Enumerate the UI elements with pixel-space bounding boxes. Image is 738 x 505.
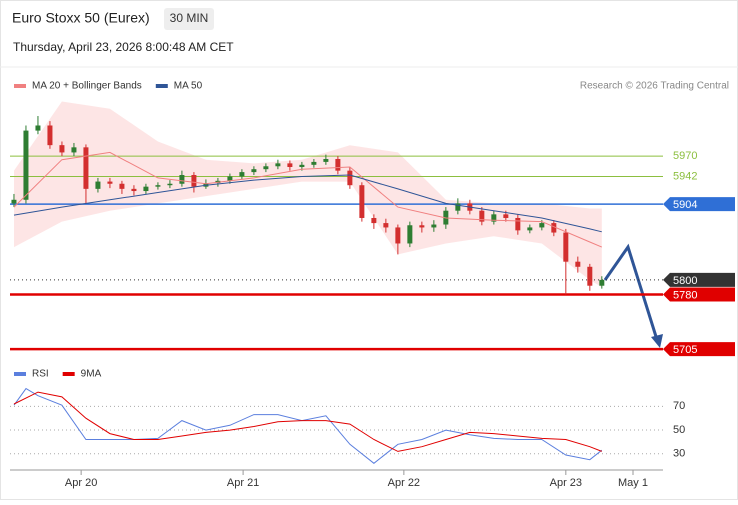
candle-body <box>95 181 101 189</box>
candle-body <box>155 185 161 187</box>
candle-body <box>551 223 557 233</box>
legend-label: MA 50 <box>174 81 203 92</box>
level-label-box <box>663 272 735 287</box>
timeframe-badge <box>164 8 214 30</box>
x-tick-label: Apr 20 <box>65 477 97 489</box>
candle-body <box>419 225 425 228</box>
candle-body <box>299 164 305 168</box>
arrow-head <box>651 334 663 348</box>
forecast-arrow <box>603 243 660 344</box>
datetime: Thursday, April 23, 2026 8:00:48 AM CET <box>13 40 234 54</box>
x-tick-label: Apr 21 <box>227 477 259 489</box>
candle-body <box>479 210 485 222</box>
candle-body <box>11 199 17 204</box>
candle-body <box>563 232 569 262</box>
x-tick-label: May 1 <box>618 477 648 489</box>
source: Research © 2026 Trading Central <box>580 81 729 92</box>
candle-body <box>491 214 497 222</box>
candle-body <box>131 188 137 192</box>
level-label: 5780 <box>673 289 697 301</box>
level-label: 5904 <box>673 199 697 211</box>
candle-body <box>395 227 401 244</box>
candle-body <box>83 147 89 189</box>
legend-label: MA 20 + Bollinger Bands <box>32 81 142 92</box>
candle-body <box>71 147 77 153</box>
candle-body <box>359 185 365 218</box>
candle-body <box>431 224 437 228</box>
x-tick-label: Apr 23 <box>550 477 582 489</box>
candle-body <box>311 161 317 165</box>
level-label-box <box>663 342 735 357</box>
bollinger-band <box>14 101 602 288</box>
candle-body <box>287 163 293 168</box>
level-label: 5705 <box>673 344 697 356</box>
level-label: 5970 <box>673 150 697 162</box>
candle-body <box>383 223 389 228</box>
candle-body <box>527 227 533 231</box>
legend-swatch <box>14 372 26 376</box>
candle-body <box>599 279 605 286</box>
candle-body <box>587 266 593 286</box>
candle-body <box>227 176 233 181</box>
legend-label: 9MA <box>81 369 102 380</box>
candle-body <box>323 158 329 162</box>
y-tick-label: 50 <box>673 424 685 436</box>
candle-body <box>347 170 353 186</box>
level-label: 5942 <box>673 170 697 182</box>
indicator-line <box>13 174 602 233</box>
candle-body <box>59 145 65 153</box>
y-tick-label: 30 <box>673 448 685 460</box>
candle-body <box>191 175 197 187</box>
candle-body <box>143 186 149 192</box>
y-tick-label: 70 <box>673 400 685 412</box>
legend-swatch <box>62 372 75 376</box>
candle-body <box>119 183 125 189</box>
level-label-box <box>663 197 735 212</box>
candle-body <box>47 125 53 146</box>
candle-body <box>23 130 29 200</box>
candle-body <box>179 175 185 184</box>
x-tick-label: Apr 22 <box>388 477 420 489</box>
candle-body <box>167 183 173 186</box>
legend-swatch <box>155 84 168 88</box>
candle-body <box>455 203 461 211</box>
title: Euro Stoxx 50 (Eurex) <box>12 10 150 26</box>
candle-body <box>515 217 521 231</box>
candle-body <box>107 181 113 184</box>
indicator-line <box>13 151 602 248</box>
candle-body <box>539 223 545 228</box>
timeframe: 30 MIN <box>170 11 209 25</box>
candle-body <box>263 166 269 170</box>
candle-body <box>575 261 581 267</box>
candle-body <box>407 225 413 244</box>
candle-body <box>503 214 509 218</box>
candle-body <box>35 125 41 131</box>
candle-body <box>371 217 377 224</box>
candle-body <box>275 163 281 167</box>
rsi-line <box>13 391 602 452</box>
legend-label: RSI <box>32 369 49 380</box>
candle-body <box>239 172 245 177</box>
candle-body <box>251 169 257 173</box>
candle-body <box>335 158 341 171</box>
level-label: 5800 <box>673 275 697 287</box>
level-label-box <box>663 287 735 302</box>
legend-swatch <box>14 84 26 88</box>
